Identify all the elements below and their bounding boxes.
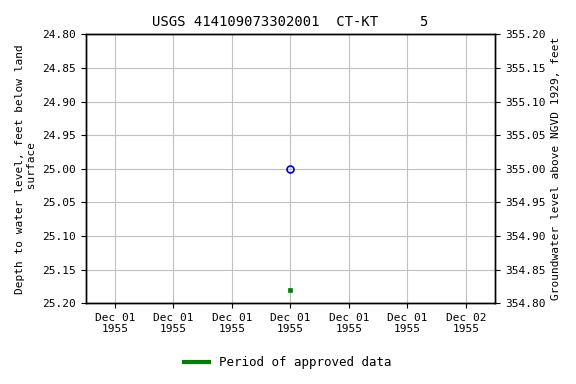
Title: USGS 414109073302001  CT-KT     5: USGS 414109073302001 CT-KT 5	[152, 15, 429, 29]
Y-axis label: Groundwater level above NGVD 1929, feet: Groundwater level above NGVD 1929, feet	[551, 37, 561, 300]
Y-axis label: Depth to water level, feet below land
 surface: Depth to water level, feet below land su…	[15, 44, 37, 294]
Legend: Period of approved data: Period of approved data	[179, 351, 397, 374]
